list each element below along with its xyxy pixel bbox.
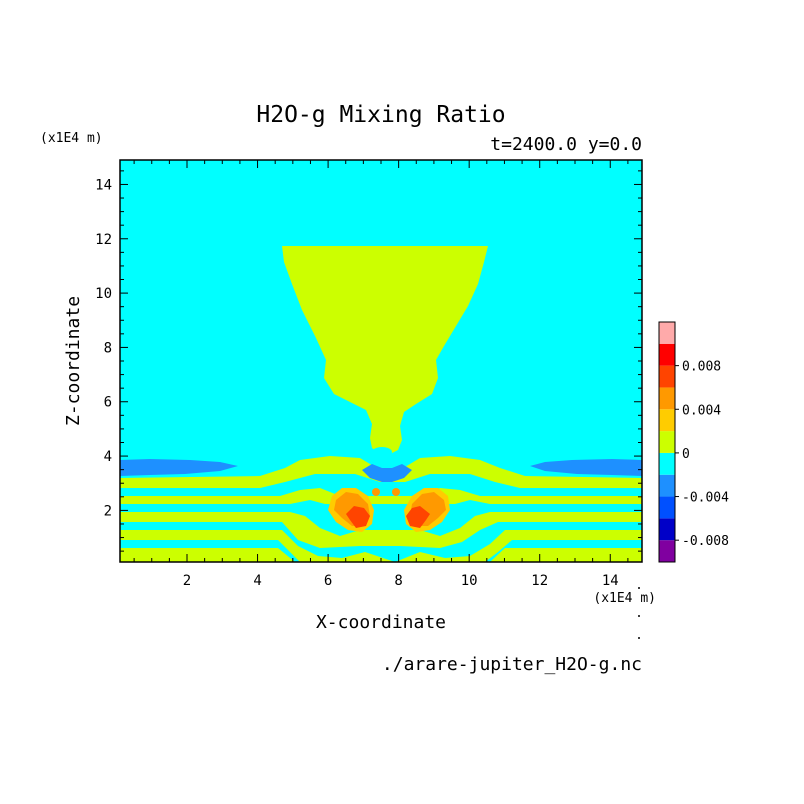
right-lens bbox=[530, 459, 642, 476]
colorbar-level bbox=[659, 343, 675, 366]
center-blue-dot bbox=[372, 447, 392, 457]
x-tick-label: 12 bbox=[531, 573, 548, 589]
chart-subtitle: t=2400.0 y=0.0 bbox=[490, 134, 642, 155]
x-tick-label: 4 bbox=[253, 573, 261, 589]
x-tick-label: 14 bbox=[602, 573, 619, 589]
layer-band bbox=[490, 548, 642, 562]
small-orange-dots bbox=[372, 488, 400, 496]
layer-band bbox=[120, 512, 642, 548]
y-tick-label: 6 bbox=[104, 395, 112, 411]
chart-title: H2O-g Mixing Ratio bbox=[256, 102, 505, 128]
x-tick-label: 10 bbox=[461, 573, 478, 589]
colorbar-label: -0.008 bbox=[682, 534, 729, 549]
colorbar-level bbox=[659, 365, 675, 388]
colorbar-level bbox=[659, 452, 675, 475]
axes: 2 4 6 8 10 12 14 2 4 6 8 10 12 14 bbox=[95, 160, 642, 589]
x-tick-label: 6 bbox=[324, 573, 332, 589]
layer-band bbox=[120, 488, 642, 504]
colorbar-level bbox=[659, 496, 675, 519]
colorbar: 0.008 0.004 0 -0.004 -0.008 bbox=[658, 321, 729, 563]
colorbar-level bbox=[659, 322, 675, 344]
colorbar-level bbox=[659, 387, 675, 410]
colorbar-label: 0.004 bbox=[682, 403, 721, 418]
layer-band bbox=[120, 530, 642, 562]
heatmap-plot bbox=[120, 160, 642, 562]
plume bbox=[282, 246, 488, 454]
right-vortex bbox=[404, 488, 450, 532]
y-tick-label: 2 bbox=[104, 503, 112, 519]
colorbar-frame bbox=[658, 321, 676, 563]
colorbar-level bbox=[659, 540, 675, 562]
x-tick-label: 2 bbox=[183, 573, 191, 589]
left-vortex bbox=[328, 488, 374, 532]
y-tick-label: 12 bbox=[95, 232, 112, 248]
annotation-dots bbox=[638, 587, 640, 639]
layer-band bbox=[120, 548, 295, 562]
y-unit-label: (x1E4 m) bbox=[40, 131, 103, 146]
x-axis-title: X-coordinate bbox=[316, 612, 446, 633]
source-file: ./arare-jupiter_H2O-g.nc bbox=[382, 654, 642, 675]
colorbar-label: -0.004 bbox=[682, 491, 729, 506]
left-lens bbox=[120, 459, 238, 476]
colorbar-level bbox=[659, 474, 675, 497]
y-tick-label: 10 bbox=[95, 286, 112, 302]
center-blue-arc bbox=[362, 464, 412, 482]
y-axis-title: Z-coordinate bbox=[63, 296, 84, 426]
colorbar-label: 0 bbox=[682, 447, 690, 462]
colorbar-level bbox=[659, 409, 675, 432]
colorbar-level bbox=[659, 518, 675, 541]
colorbar-level bbox=[659, 431, 675, 453]
x-tick-label: 8 bbox=[394, 573, 402, 589]
y-tick-label: 4 bbox=[104, 449, 112, 465]
y-tick-label: 8 bbox=[104, 340, 112, 356]
x-unit-label: (x1E4 m) bbox=[593, 591, 656, 606]
colorbar-label: 0.008 bbox=[682, 360, 721, 375]
y-tick-label: 14 bbox=[95, 177, 112, 193]
